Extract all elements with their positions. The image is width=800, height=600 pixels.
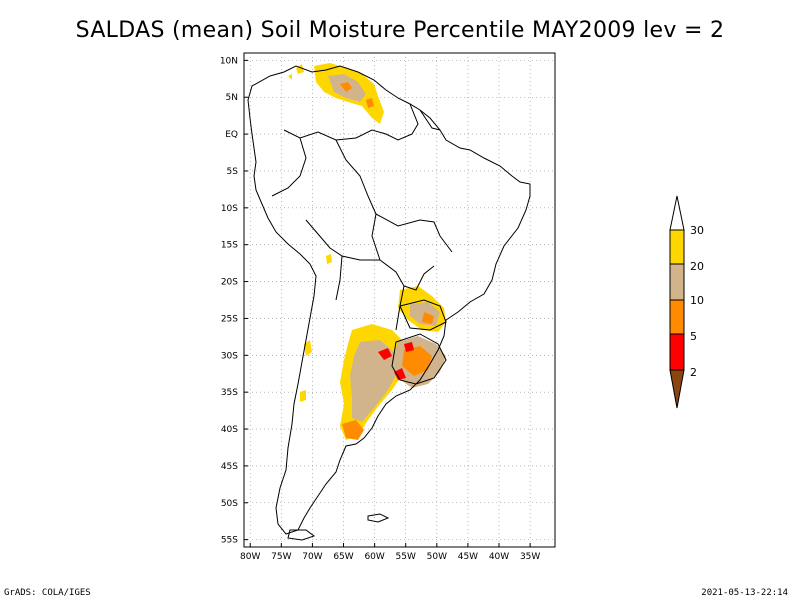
- south-america-coastline: [247, 65, 531, 535]
- colorbar-bin-2-5: [669, 333, 685, 371]
- coastlines: [247, 65, 531, 541]
- falkland-islands: [367, 513, 390, 523]
- map-title: SALDAS (mean) Soil Moisture Percentile M…: [75, 18, 725, 43]
- lat-tick-label: 30S: [221, 351, 238, 361]
- colorbar-bin-10-20: [669, 263, 685, 301]
- colorbar-bin-20-30: [669, 229, 685, 265]
- colorbar-label-5: 5: [690, 330, 697, 343]
- anomaly-patch-pampas: [350, 340, 398, 422]
- lon-tick-label: 75W: [271, 552, 291, 562]
- anomaly-patch-rio-grande-orange: [402, 346, 432, 376]
- anomaly-patch-red-1: [378, 348, 392, 360]
- lat-tick-label: 5S: [227, 167, 239, 177]
- colorbar-bottom-arrow: [669, 369, 685, 409]
- colorbar-top-arrow: [669, 195, 685, 231]
- lon-tick-label: 60W: [364, 552, 384, 562]
- footer-timestamp: 2021-05-13-22:14: [701, 588, 788, 598]
- tierra-del-fuego: [287, 529, 316, 541]
- anomaly-patch-parana-orange: [422, 312, 434, 324]
- lat-tick-label: 40S: [221, 425, 238, 435]
- anomaly-patch-patagonia: [342, 420, 364, 440]
- lon-tick-label: 50W: [427, 552, 447, 562]
- uruguay-border: [391, 333, 447, 385]
- lon-tick-label: 35W: [520, 552, 540, 562]
- colorbar-label-10: 10: [690, 294, 704, 307]
- lat-tick-label: EQ: [225, 130, 238, 140]
- footer-credit: GrADS: COLA/IGES: [4, 588, 91, 598]
- anomaly-patch-red-2: [404, 342, 414, 352]
- lat-tick-label: 50S: [221, 499, 238, 509]
- anomaly-layer: [288, 63, 446, 440]
- lat-tick-label: 20S: [221, 278, 238, 288]
- lat-tick-label: 15S: [221, 241, 238, 251]
- lat-tick-label: 5N: [226, 93, 238, 103]
- colorbar-label-30: 30: [690, 224, 704, 237]
- anomaly-patch-venezuela-dots: [340, 82, 374, 108]
- lat-tick-label: 55S: [221, 536, 238, 546]
- anomaly-patch-chile-small: [300, 340, 312, 402]
- colorbar: 30 20 10 5 2: [669, 195, 704, 409]
- lat-tick-label: 10N: [220, 56, 238, 66]
- axis-labels: 80W 75W 70W 65W 60W 55W 50W 45W 40W 35W 10N 5N EQ 5S 1…: [220, 56, 541, 562]
- lon-tick-label: 45W: [458, 552, 478, 562]
- anomaly-patch-bolivia: [326, 254, 332, 264]
- lat-tick-label: 35S: [221, 388, 238, 398]
- lat-tick-label: 10S: [221, 204, 238, 214]
- lat-tick-label: 25S: [221, 314, 238, 324]
- lon-tick-label: 40W: [489, 552, 509, 562]
- colorbar-label-20: 20: [690, 260, 704, 273]
- graticule: [244, 53, 555, 547]
- lat-tick-label: 45S: [221, 462, 238, 472]
- lon-tick-label: 65W: [333, 552, 353, 562]
- parana-border: [399, 299, 447, 331]
- lon-tick-label: 70W: [302, 552, 322, 562]
- lon-tick-label: 55W: [396, 552, 416, 562]
- anomaly-patch-red-3: [394, 368, 406, 380]
- colorbar-bin-5-10: [669, 299, 685, 335]
- colorbar-label-2: 2: [690, 366, 697, 379]
- lon-tick-label: 80W: [240, 552, 260, 562]
